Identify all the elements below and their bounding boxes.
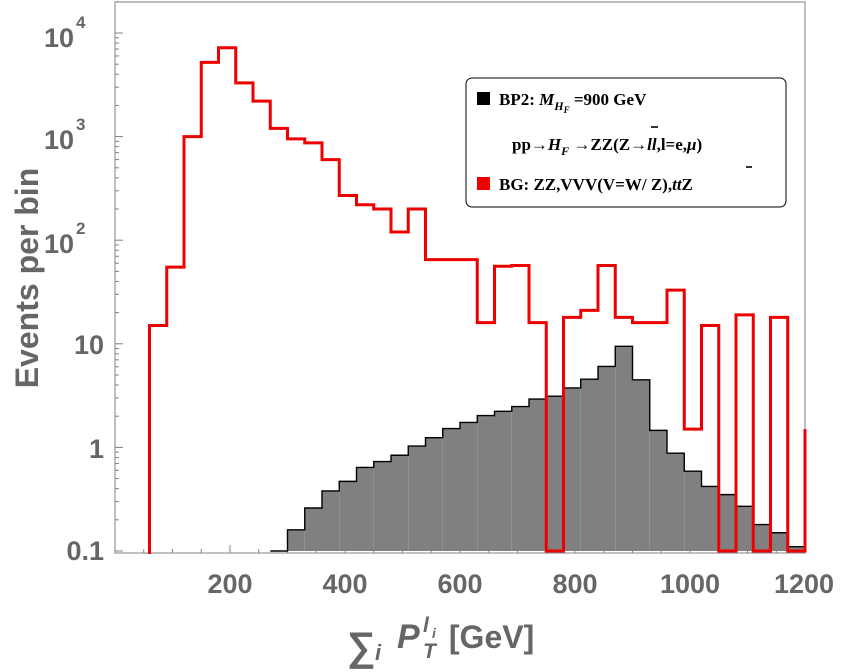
bp2-bar — [477, 415, 495, 551]
y-tick-label-10: 10 — [74, 330, 104, 360]
y-tick-exp-1000: 3 — [76, 115, 85, 134]
bp2-bar — [442, 428, 460, 551]
x-axis-P-sub: T — [423, 640, 438, 663]
bp2-bar — [511, 406, 529, 551]
bp2-bar — [563, 387, 581, 551]
bp2-bar — [304, 508, 322, 551]
legend-swatch-bg — [477, 177, 490, 190]
bp2-bar — [425, 437, 443, 551]
bp2-bar — [287, 529, 305, 551]
x-tick-label-800: 800 — [552, 569, 597, 599]
y-tick-label-10000: 10 — [44, 23, 74, 53]
bp2-bar — [339, 481, 357, 551]
y-tick-exp-100: 2 — [76, 219, 85, 238]
x-axis-unit: [GeV] — [440, 619, 534, 655]
bp2-bar — [615, 346, 633, 551]
bp2-bar — [753, 524, 771, 551]
bp2-bar — [373, 461, 391, 551]
x-axis-P-sup: l — [423, 614, 430, 637]
bp2-bar — [598, 366, 616, 551]
x-axis-P-sup-sub: i — [432, 625, 437, 641]
bp2-bar — [408, 446, 426, 551]
y-axis-title: Events per bin — [9, 168, 45, 389]
bp2-bar — [529, 399, 547, 551]
y-tick-label-1: 1 — [89, 434, 104, 464]
bp2-bar — [632, 379, 650, 551]
bp2-bar — [787, 546, 805, 551]
legend-box — [465, 77, 787, 208]
bp2-bar — [494, 411, 512, 551]
bp2-bar — [701, 486, 719, 551]
legend-swatch-bp2 — [477, 92, 490, 105]
bp2-bar — [356, 467, 374, 551]
bp2-bar — [736, 506, 754, 551]
y-tick-label-0.1: 0.1 — [66, 536, 104, 566]
bp2-bar — [649, 430, 667, 551]
bp2-bar — [770, 532, 788, 551]
legend-bg-label: BG: ZZ,VVV(V=W/ Z),ttZ — [499, 175, 693, 194]
bp2-bar — [684, 471, 702, 551]
legend-bp2-line1: BP2: MHF =900 GeV — [499, 90, 647, 115]
y-tick-label-100: 10 — [44, 229, 74, 259]
bp2-signal-series — [287, 346, 805, 551]
x-axis-title: ∑ i P T l i [GeV] — [347, 614, 534, 669]
bp2-bar — [667, 453, 685, 551]
y-tick-label-1000: 10 — [44, 125, 74, 155]
legend: BP2: MHF =900 GeV pp→HF →ZZ(Z→ll,l=e,μ) … — [465, 77, 787, 208]
bp2-bar — [322, 490, 340, 551]
bp2-bar — [718, 494, 736, 551]
x-tick-label-200: 200 — [207, 569, 252, 599]
bp2-signal-outline — [270, 345, 805, 552]
bp2-bar — [546, 396, 564, 551]
x-axis-sum-index: i — [375, 640, 382, 665]
legend-bp2-line2: pp→HF →ZZ(Z→ll,l=e,μ) — [512, 135, 702, 158]
x-axis-P: P — [397, 618, 420, 656]
x-tick-label-1000: 1000 — [660, 569, 720, 599]
x-tick-label-1200: 1200 — [774, 569, 834, 599]
y-tick-exp-10000: 4 — [76, 13, 86, 32]
bp2-bar — [580, 379, 598, 551]
bp2-bar — [460, 422, 478, 551]
x-axis-sum-symbol: ∑ — [347, 625, 376, 669]
x-tick-label-600: 600 — [437, 569, 482, 599]
x-tick-label-400: 400 — [322, 569, 367, 599]
bp2-bar — [391, 455, 409, 551]
background-step-line — [148, 46, 807, 554]
